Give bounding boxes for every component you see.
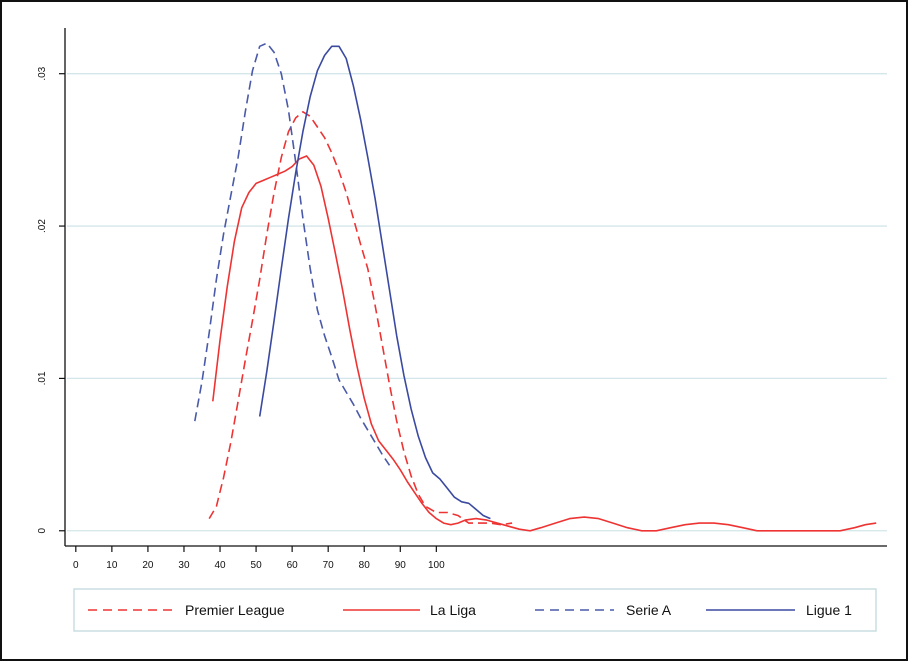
x-tick-label-1: 10 [106,560,118,571]
series-lines [195,43,876,531]
legend-label-la-liga: La Liga [430,602,476,618]
x-tick-label-0: 0 [73,560,79,571]
series-line-premier-league [209,112,512,525]
legend-label-premier-league: Premier League [185,602,285,618]
x-tick-label-9: 90 [395,560,407,571]
legend-label-ligue-1: Ligue 1 [806,602,852,618]
series-line-ligue-1 [260,46,491,518]
y-tick-label-1: .01 [37,371,48,385]
series-line-serie-a [195,43,390,465]
axes [65,28,887,546]
grid-lines [67,74,887,531]
x-tick-label-6: 60 [287,560,299,571]
series-line-la-liga [213,156,876,531]
x-tick-label-5: 50 [251,560,263,571]
y-tick-label-0: 0 [37,528,48,534]
x-tick-label-3: 30 [178,560,190,571]
y-tick-label-3: .03 [37,66,48,80]
x-tick-label-4: 40 [214,560,226,571]
x-tick-label-8: 80 [359,560,371,571]
y-tick-label-2: .02 [37,219,48,233]
x-tick-label-10: 100 [428,560,445,571]
x-tick-label-2: 20 [142,560,154,571]
legend-label-serie-a: Serie A [626,602,672,618]
legend: Premier League La Liga Serie A Ligue 1 [74,589,876,631]
x-tick-label-7: 70 [323,560,335,571]
